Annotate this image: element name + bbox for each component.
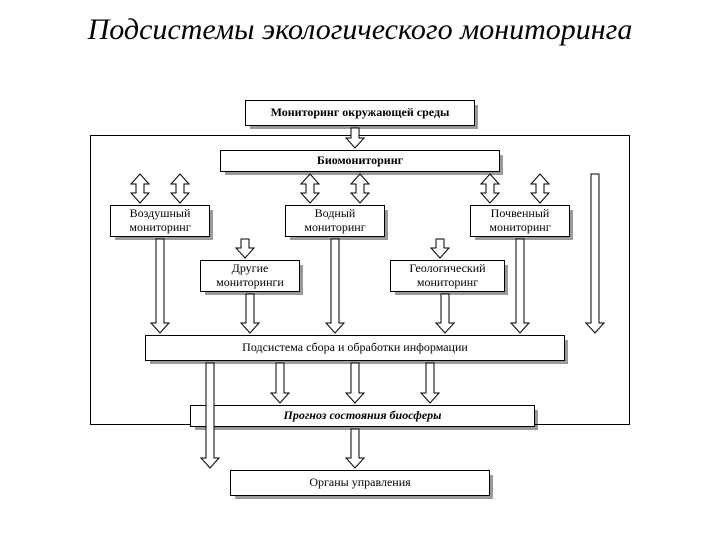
page-title: Подсистемы экологического мониторинга <box>0 0 720 56</box>
node-governance: Органы управления <box>230 470 490 496</box>
node-env-monitoring: Мониторинг окружающей среды <box>245 100 475 126</box>
diagram-canvas: Мониторинг окружающей среды Биомониторин… <box>80 95 640 525</box>
node-air-monitoring: Воздушный мониторинг <box>110 205 210 237</box>
node-other-monitoring: Другие мониторинги <box>200 260 300 292</box>
outer-frame <box>90 135 630 425</box>
node-biomonitoring: Биомониторинг <box>220 150 500 172</box>
node-soil-monitoring: Почвенный мониторинг <box>470 205 570 237</box>
node-water-monitoring: Водный мониторинг <box>285 205 385 237</box>
node-collection-subsystem: Подсистема сбора и обработки информации <box>145 335 565 361</box>
node-geo-monitoring: Геологический мониторинг <box>390 260 505 292</box>
node-biosphere-forecast: Прогноз состояния биосферы <box>190 405 535 427</box>
